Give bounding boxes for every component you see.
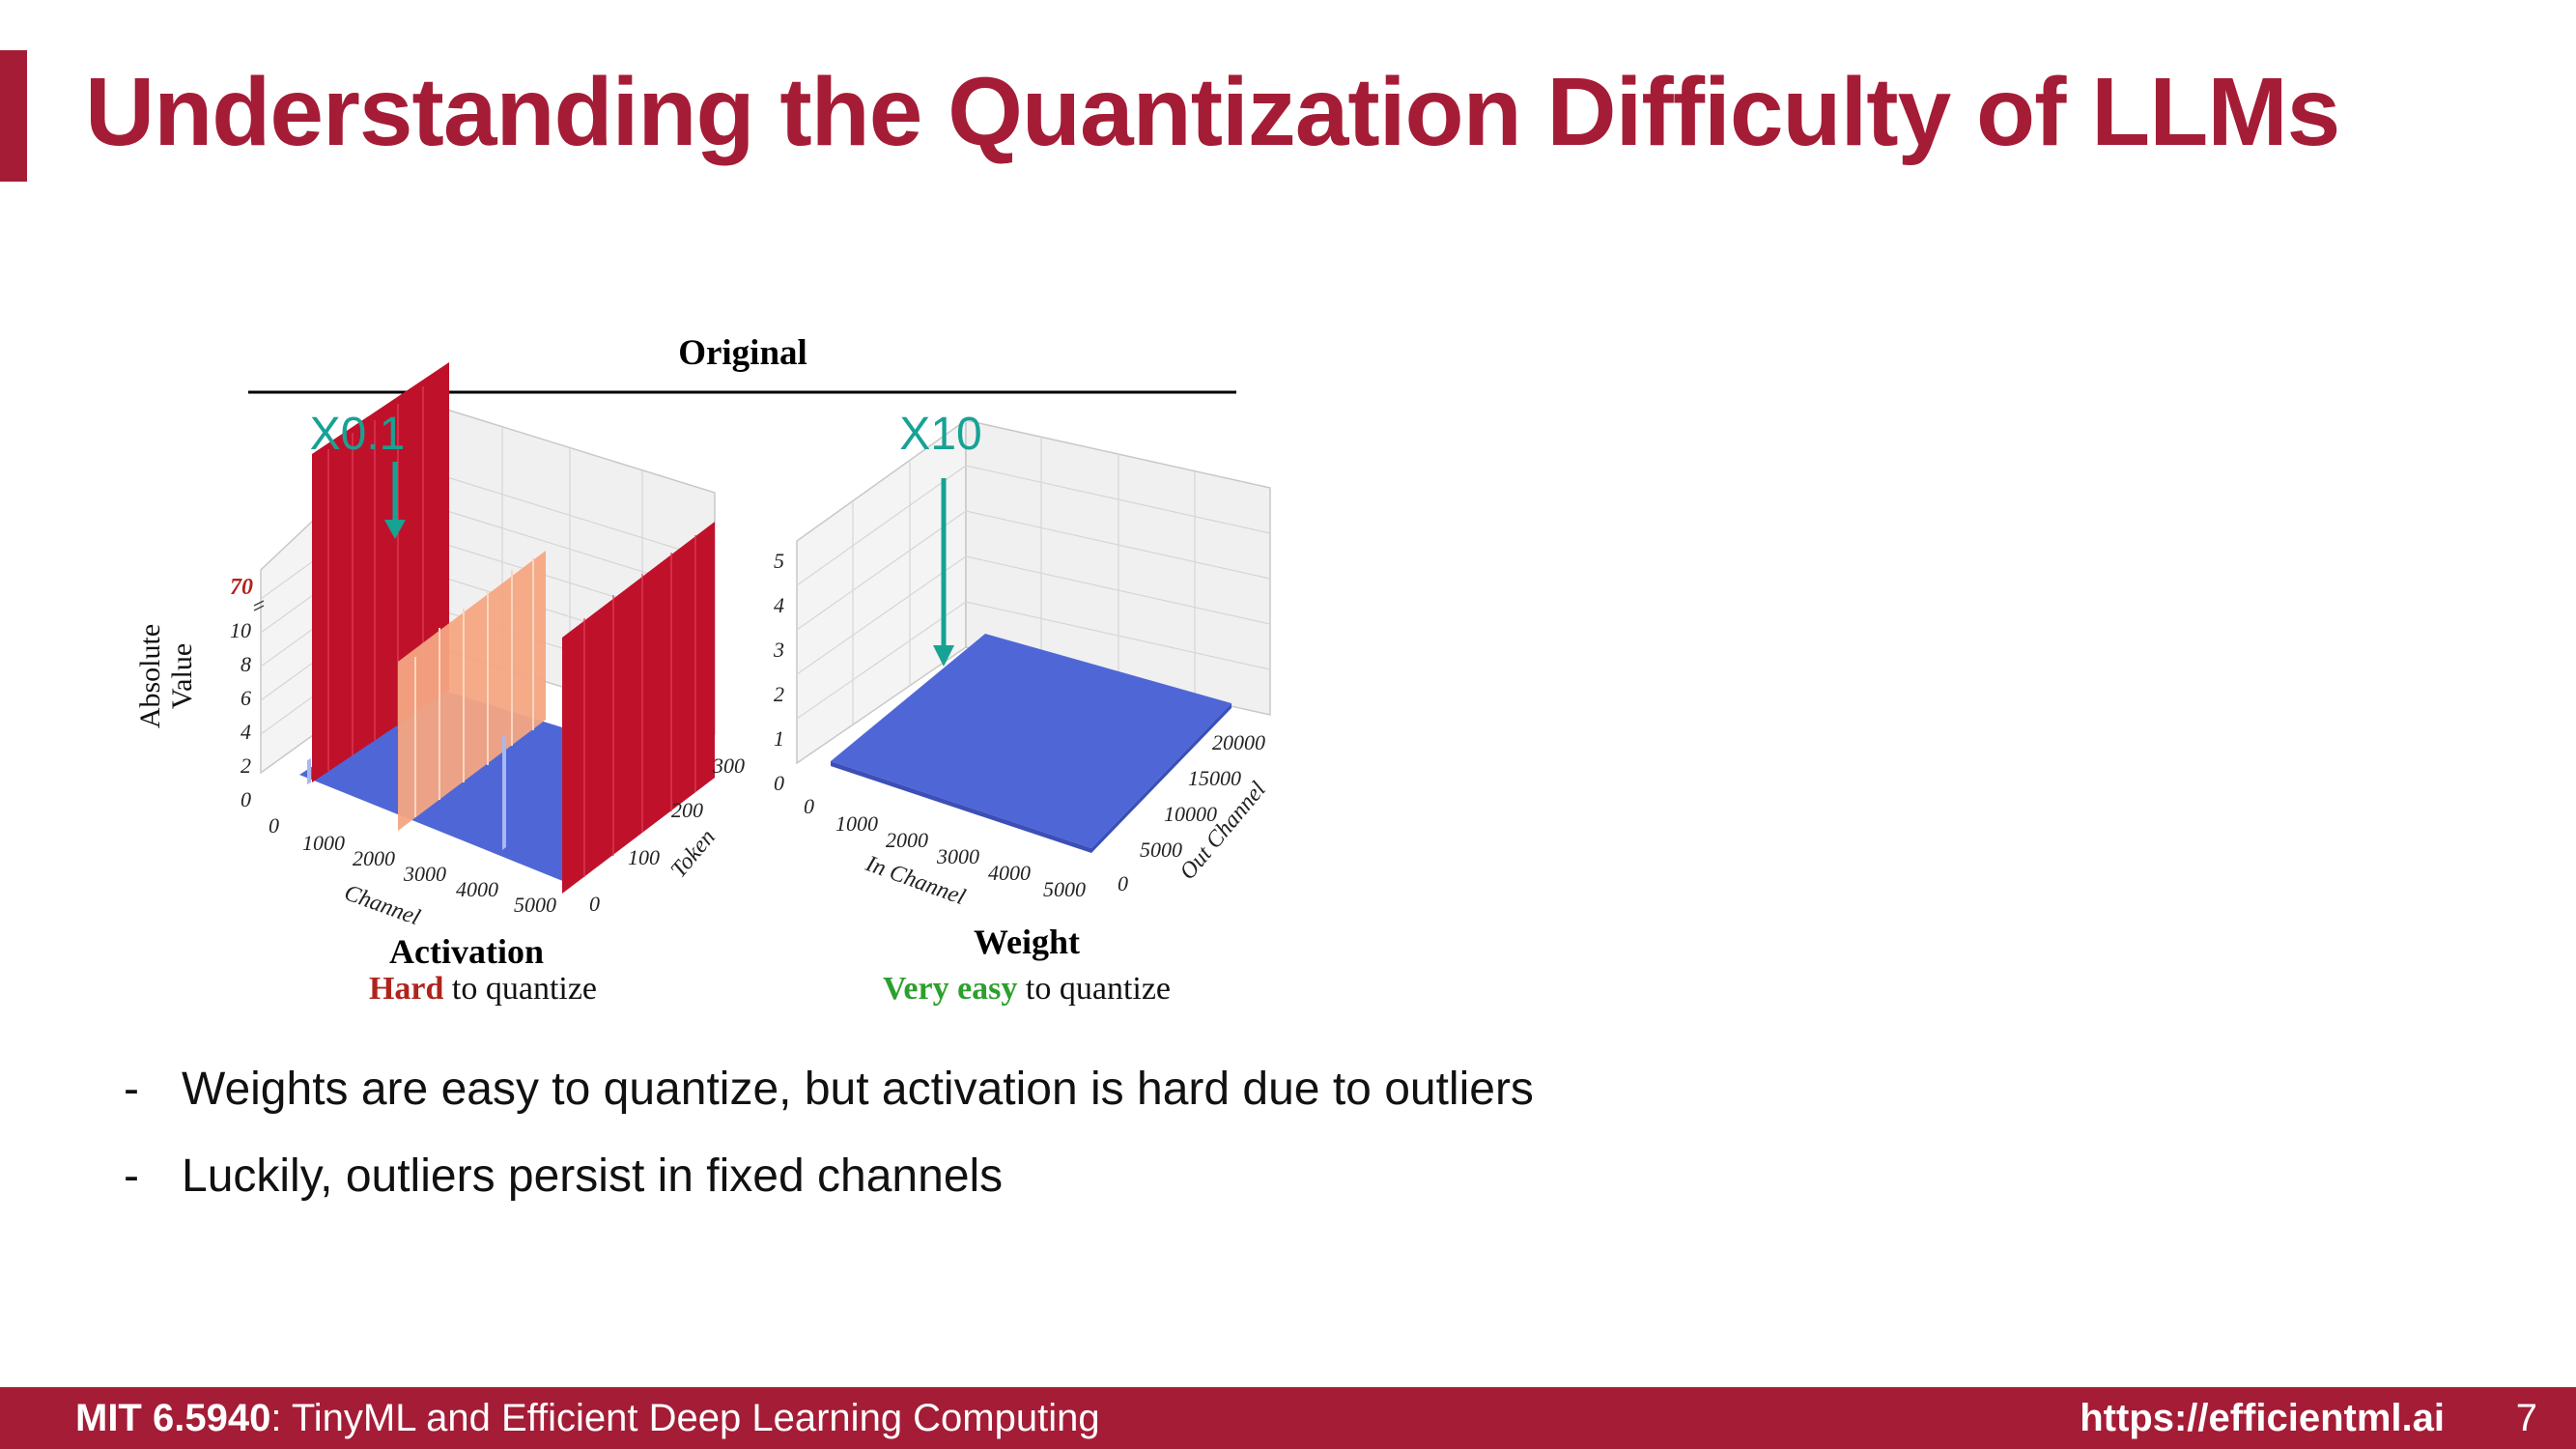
activation-x-tick: 3000 [403, 862, 446, 886]
weight-y-ticks: 0 5000 10000 15000 20000 [1118, 730, 1265, 895]
footer-bar: MIT 6.5940: TinyML and Efficient Deep Le… [0, 1387, 2576, 1449]
activation-subtitle-rest: to quantize [443, 971, 597, 1007]
activation-z-tick: 4 [241, 720, 251, 744]
activation-outlier-wall-right-texture [583, 535, 696, 877]
activation-x-tick: 4000 [456, 877, 498, 901]
activation-z-tick: 8 [241, 652, 251, 676]
weight-y-tick: 15000 [1188, 766, 1241, 790]
weight-z-tick: 0 [774, 771, 784, 795]
activation-title: Activation [389, 932, 544, 971]
activation-z-tick: 6 [241, 686, 251, 710]
weight-z-tick: 3 [773, 638, 784, 662]
activation-subtitle: Hard to quantize [369, 971, 597, 1007]
weight-surface-edge-side [1091, 703, 1231, 853]
weight-y-tick: 5000 [1140, 838, 1182, 862]
weight-back-walls [796, 418, 1271, 765]
activation-z-tick: 0 [241, 787, 251, 811]
activation-x-tick: 5000 [514, 893, 556, 917]
activation-scale-label: X0.1 [310, 409, 406, 460]
figure-header: Original [678, 333, 807, 373]
weight-z-tick: 5 [774, 549, 784, 573]
activation-z-tick: 10 [230, 618, 251, 642]
activation-subtitle-em: Hard [369, 971, 444, 1007]
weight-subtitle: Very easy to quantize [883, 971, 1171, 1007]
weight-surface [831, 634, 1231, 848]
activation-y-ticks: 0 100 200 300 [589, 753, 745, 916]
weight-x-tick: 2000 [886, 828, 928, 852]
weight-z-ticks: 0 1 2 3 4 5 [773, 549, 784, 795]
activation-z-axis-break [253, 600, 265, 611]
activation-y-tick: 100 [628, 845, 660, 869]
footer-url-link[interactable]: https://efficientml.ai [2080, 1397, 2445, 1439]
bullet-dash: - [124, 1064, 139, 1115]
weight-y-tick: 10000 [1164, 802, 1217, 826]
slide-title: Understanding the Quantization Difficult… [85, 58, 2340, 166]
footer-course: MIT 6.5940: TinyML and Efficient Deep Le… [75, 1387, 1100, 1449]
activation-z-ticks: 0 2 4 6 8 10 70 [230, 575, 253, 811]
weight-z-tick: 2 [774, 682, 784, 706]
activation-small-spikes [307, 734, 506, 850]
weight-x-ticks: 0 1000 2000 3000 4000 5000 [804, 794, 1086, 901]
weight-y-tick: 0 [1118, 871, 1128, 895]
weight-surface-edge-front [831, 761, 1091, 853]
bullet-text: Weights are easy to quantize, but activa… [182, 1064, 1534, 1115]
activation-z-break-tick: 70 [230, 575, 253, 600]
page-number: 7 [2515, 1397, 2537, 1439]
bullet-dash: - [124, 1151, 139, 1202]
activation-x-tick: 1000 [302, 831, 345, 855]
activation-y-tick: 0 [589, 892, 600, 916]
weight-x-tick: 1000 [835, 811, 878, 836]
activation-x-tick: 2000 [353, 846, 395, 870]
activation-z-label-line1: Absolute [134, 624, 166, 728]
weight-scale-label: X10 [899, 409, 981, 460]
quantization-figure: Original [116, 328, 1333, 1024]
activation-outlier-wall-right [562, 522, 715, 894]
bullet-item: - Luckily, outliers persist in fixed chan… [124, 1150, 1862, 1204]
bullet-list: - Weights are easy to quantize, but activ… [124, 1063, 1862, 1236]
activation-y-label: Token [666, 825, 721, 883]
activation-y-tick: 300 [712, 753, 745, 778]
bullet-text: Luckily, outliers persist in fixed chann… [182, 1151, 1004, 1202]
weight-panel: 0 1 2 3 4 5 0 1000 2000 3000 4000 5000 I… [773, 409, 1271, 1007]
footer-course-code: MIT 6.5940 [75, 1397, 271, 1439]
weight-subtitle-em: Very easy [883, 971, 1017, 1007]
activation-panel: 0 2 4 6 8 10 70 Absolute Value 0 1000 20… [134, 362, 745, 1007]
weight-x-tick: 3000 [936, 844, 979, 868]
weight-subtitle-rest: to quantize [1017, 971, 1171, 1007]
weight-title: Weight [974, 923, 1080, 961]
weight-z-tick: 1 [774, 726, 784, 751]
figure-svg: Original [134, 333, 1271, 1007]
weight-scale-arrowhead [933, 645, 954, 667]
title-accent-bar [0, 50, 27, 182]
activation-outlier-wall-middle-texture [414, 558, 534, 817]
weight-x-tick: 5000 [1043, 877, 1086, 901]
activation-x-label: Channel [341, 880, 424, 930]
activation-z-tick: 2 [241, 753, 251, 778]
weight-z-tick: 4 [774, 593, 784, 617]
activation-y-tick: 200 [671, 798, 703, 822]
activation-x-ticks: 0 1000 2000 3000 4000 5000 [269, 813, 556, 917]
bullet-item: - Weights are easy to quantize, but activ… [124, 1063, 1862, 1117]
activation-outlier-wall-middle [398, 551, 546, 831]
activation-x-tick: 0 [269, 813, 279, 838]
weight-y-tick: 20000 [1212, 730, 1265, 754]
footer-course-name: : TinyML and Efficient Deep Learning Com… [270, 1397, 1100, 1439]
activation-z-label-line2: Value [166, 643, 198, 709]
weight-x-tick: 0 [804, 794, 814, 818]
weight-x-tick: 4000 [988, 861, 1031, 885]
weight-y-label: Out Channel [1175, 777, 1271, 884]
activation-scale-arrowhead [384, 520, 406, 539]
